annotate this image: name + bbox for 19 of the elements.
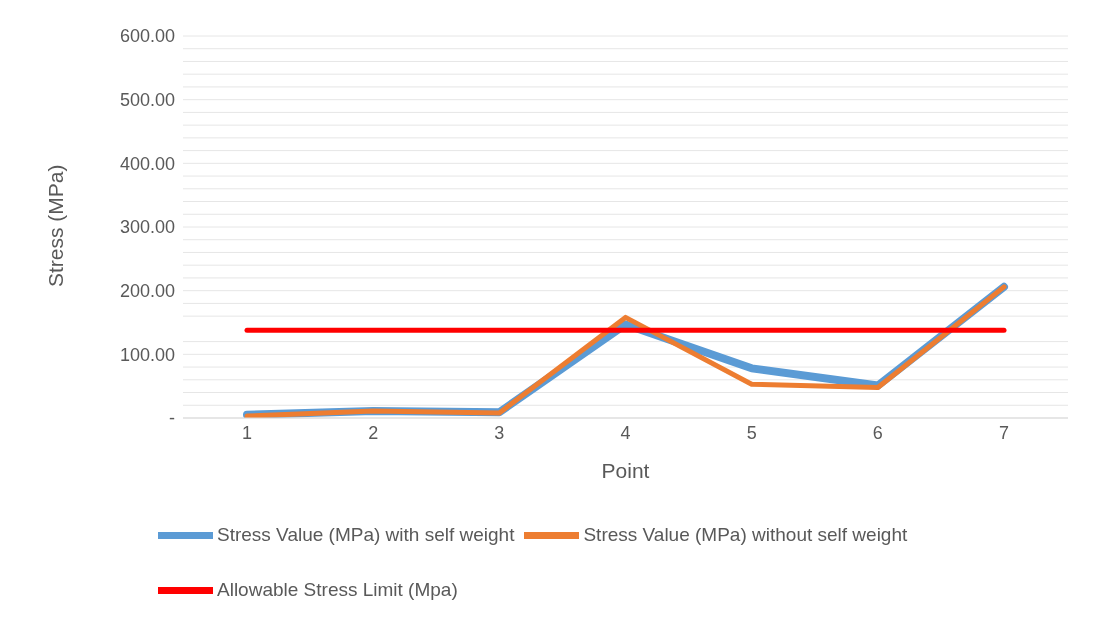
y-tick-label: 600.00 xyxy=(119,26,175,47)
x-tick-label: 7 xyxy=(998,422,1010,443)
x-tick-label: 1 xyxy=(241,422,253,443)
x-tick-label: 4 xyxy=(620,422,631,443)
x-axis-title: Point xyxy=(601,459,650,482)
y-tick-label: 300.00 xyxy=(119,217,175,238)
x-tick-label: 6 xyxy=(872,422,883,443)
y-axis-title: Stress (MPa) xyxy=(44,164,68,287)
y-tick-label: 500.00 xyxy=(119,90,175,111)
legend-label: Stress Value (MPa) without self weight xyxy=(583,523,908,545)
y-tick-label: - xyxy=(169,408,175,429)
y-tick-label: 400.00 xyxy=(119,153,175,174)
x-tick-label: 2 xyxy=(368,422,379,443)
y-tick-label: 100.00 xyxy=(119,344,175,365)
x-tick-label: 3 xyxy=(494,422,505,443)
legend-label: Allowable Stress Limit (Mpa) xyxy=(217,578,458,600)
x-tick-label: 5 xyxy=(746,422,757,443)
legend-label: Stress Value (MPa) with self weight xyxy=(217,523,515,545)
y-tick-label: 200.00 xyxy=(119,281,175,302)
